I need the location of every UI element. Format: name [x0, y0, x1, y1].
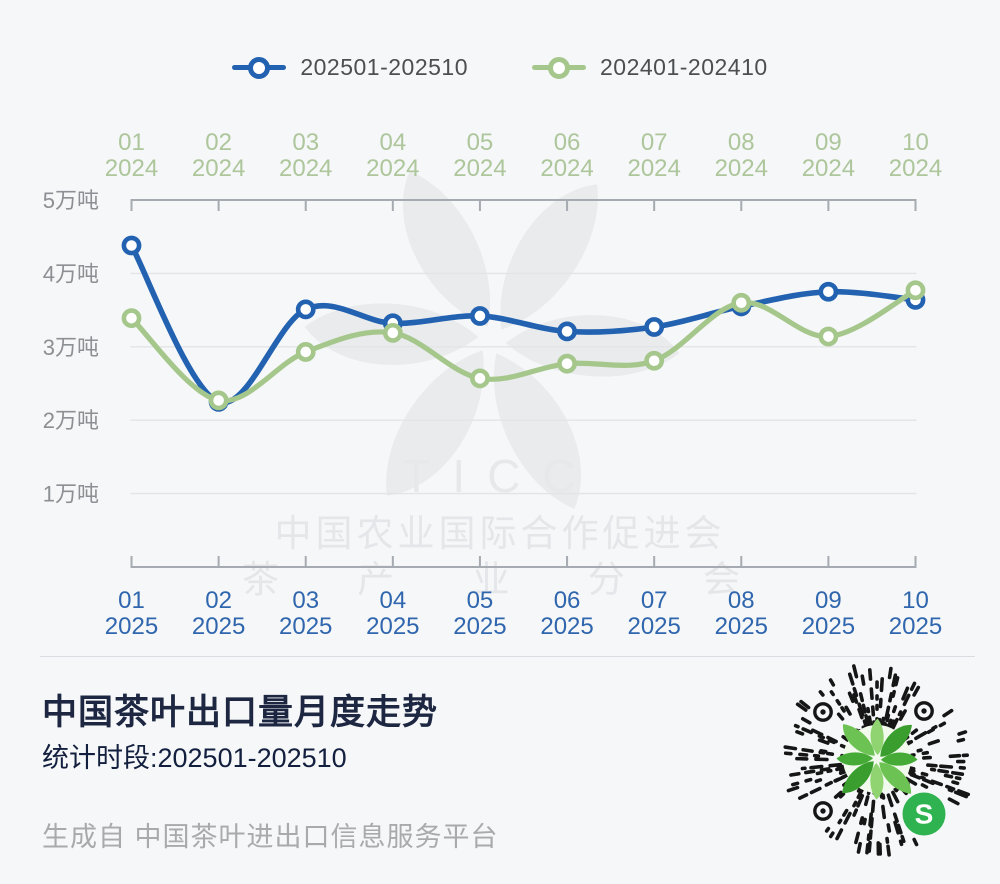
legend-marker-2024-icon: [532, 56, 586, 79]
qr-eye-icon: [914, 701, 934, 721]
year-label: 2025: [453, 613, 506, 640]
qr-eye-icon: [813, 702, 833, 722]
y-tick-label: 2万吨: [43, 408, 99, 433]
source-attribution: 生成自 中国茶叶进出口信息服务平台: [42, 822, 499, 852]
data-point-marker[interactable]: [382, 322, 403, 343]
month-label: 04: [379, 129, 406, 156]
year-label: 2025: [192, 613, 245, 640]
year-label: 2024: [627, 155, 680, 182]
month-label: 10: [902, 587, 929, 614]
y-tick-label: 3万吨: [43, 335, 99, 360]
month-label: 03: [292, 587, 319, 614]
month-label: 02: [205, 587, 232, 614]
year-label: 2024: [802, 155, 855, 182]
tea-leaf-logo-icon: [836, 718, 918, 800]
data-point-marker[interactable]: [470, 306, 490, 326]
legend: 202501-202510 202401-202410: [0, 54, 1000, 81]
data-point-marker[interactable]: [121, 308, 142, 329]
month-label: 04: [379, 587, 406, 614]
axes: [130, 199, 917, 568]
legend-marker-2025-icon: [232, 56, 287, 79]
month-label: 05: [467, 129, 494, 156]
month-label: 01: [118, 587, 145, 614]
watermark-org-name: 中国农业国际合作促进会: [275, 513, 726, 554]
data-point-marker[interactable]: [644, 350, 665, 371]
year-label: 2024: [889, 155, 942, 182]
year-label: 2025: [802, 613, 855, 640]
data-point-marker[interactable]: [731, 292, 752, 313]
badge-letter: S: [915, 799, 934, 830]
year-label: 2024: [453, 155, 506, 182]
series-line: [128, 287, 919, 404]
data-point-marker[interactable]: [905, 280, 926, 301]
legend-label-2025: 202501-202510: [300, 54, 468, 80]
tea-export-trend-chart[interactable]: TICC 中国农业国际合作促进会 茶 产 业 分 会 5万吨4万吨3万吨2万吨1…: [0, 0, 1000, 660]
x-axis-labels-2024: 0120240220240320240420240520240620240720…: [105, 129, 942, 182]
year-label: 2024: [715, 155, 768, 182]
year-label: 2024: [366, 155, 419, 182]
divider: [40, 656, 975, 657]
month-label: 09: [815, 129, 842, 156]
legend-label-2024: 202401-202410: [600, 54, 768, 80]
year-label: 2024: [105, 155, 158, 182]
month-label: 10: [902, 129, 929, 156]
year-label: 2025: [889, 613, 942, 640]
data-point-marker[interactable]: [818, 326, 839, 347]
data-point-marker[interactable]: [121, 235, 142, 256]
data-point-marker[interactable]: [208, 390, 229, 411]
year-label: 2025: [627, 613, 680, 640]
month-label: 07: [641, 587, 668, 614]
month-label: 08: [728, 129, 755, 156]
year-label: 2025: [366, 613, 419, 640]
legend-item-2025[interactable]: 202501-202510: [232, 54, 468, 81]
stat-period: 统计时段:202501-202510: [42, 743, 347, 773]
month-label: 06: [554, 587, 581, 614]
miniprogram-badge-icon: S: [902, 792, 946, 836]
watermark-branch-name: 茶 产 业 分 会: [242, 559, 774, 600]
data-point-marker[interactable]: [470, 368, 490, 389]
data-point-marker[interactable]: [644, 317, 665, 337]
month-label: 09: [815, 587, 842, 614]
data-point-marker[interactable]: [295, 299, 316, 320]
page-title: 中国茶叶出口量月度走势: [42, 693, 439, 732]
series-202401-202410: [121, 280, 926, 411]
miniprogram-qr-code: S: [783, 664, 971, 857]
grid-lines: [130, 272, 917, 495]
month-label: 07: [641, 129, 668, 156]
y-tick-label: 4万吨: [43, 261, 99, 286]
year-label: 2024: [192, 155, 245, 182]
month-label: 03: [292, 129, 319, 156]
legend-item-2024[interactable]: 202401-202410: [532, 54, 768, 81]
month-label: 08: [728, 587, 755, 614]
data-point-marker[interactable]: [557, 353, 577, 374]
data-point-marker[interactable]: [295, 342, 316, 362]
data-point-marker[interactable]: [818, 281, 839, 302]
qr-eye-icon: [813, 801, 833, 821]
month-label: 02: [205, 129, 232, 156]
year-label: 2025: [105, 613, 158, 640]
month-label: 05: [467, 587, 494, 614]
month-label: 06: [554, 129, 581, 156]
year-label: 2024: [540, 155, 593, 182]
y-axis-labels: 5万吨 4万吨 3万吨 2万吨 1万吨: [43, 188, 99, 507]
year-label: 2025: [279, 613, 332, 640]
year-label: 2025: [715, 613, 768, 640]
year-label: 2025: [540, 613, 593, 640]
year-label: 2024: [279, 155, 332, 182]
qr-dot-pattern: [783, 664, 971, 857]
data-point-marker[interactable]: [557, 321, 577, 342]
x-axis-labels-2025: 0120250220250320250420250520250620250720…: [105, 587, 942, 640]
y-tick-label: 5万吨: [43, 188, 99, 213]
month-label: 01: [118, 129, 145, 156]
y-tick-label: 1万吨: [43, 482, 99, 507]
